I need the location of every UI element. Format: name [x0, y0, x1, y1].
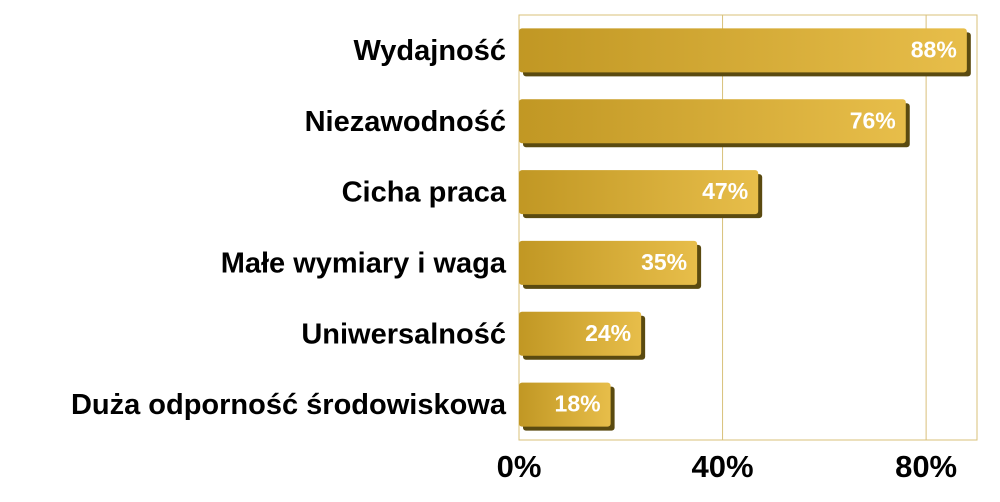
category-label: Uniwersalność — [301, 318, 506, 350]
x-tick-label: 40% — [692, 449, 754, 484]
bar-shade — [519, 311, 642, 356]
value-label: 76% — [850, 107, 896, 133]
bar-shade — [519, 382, 611, 427]
category-label: Niezawodność — [305, 106, 506, 138]
category-label: Małe wymiary i waga — [221, 248, 507, 280]
bar-shade — [519, 170, 759, 215]
plot-frame — [518, 14, 978, 441]
value-label: 88% — [911, 36, 957, 62]
bar-shade — [519, 240, 698, 285]
value-label: 18% — [555, 391, 601, 417]
value-label: 24% — [585, 320, 631, 346]
bar-shade — [519, 99, 906, 144]
bar-shade — [519, 28, 967, 73]
category-label: Wydajność — [353, 35, 506, 67]
category-label: Duża odporność środowiskowa — [71, 389, 507, 421]
x-tick-label: 80% — [895, 449, 957, 484]
value-label: 47% — [702, 178, 748, 204]
value-label: 35% — [641, 249, 687, 275]
category-label: Cicha praca — [342, 177, 507, 209]
x-tick-label: 0% — [497, 449, 542, 484]
